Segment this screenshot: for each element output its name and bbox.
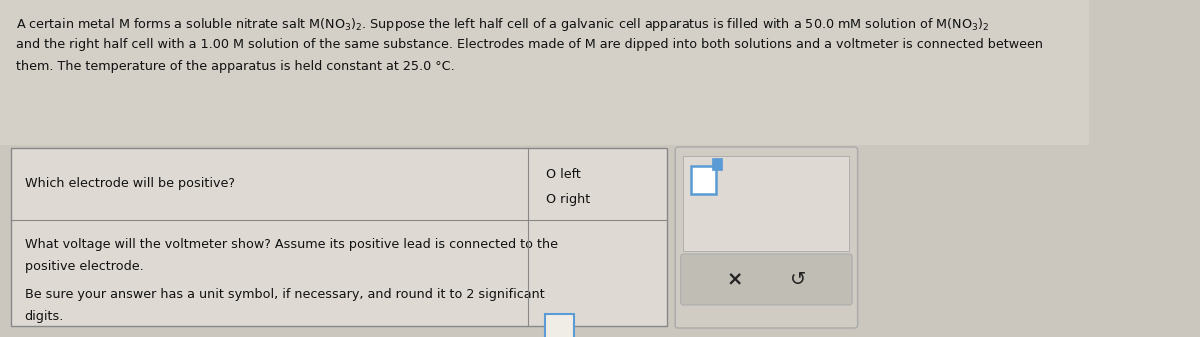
- Text: Be sure your answer has a unit symbol, if necessary, and round it to 2 significa: Be sure your answer has a unit symbol, i…: [24, 288, 545, 301]
- Text: What voltage will the voltmeter show? Assume its positive lead is connected to t: What voltage will the voltmeter show? As…: [24, 238, 558, 251]
- Text: A certain metal M forms a soluble nitrate salt M$\mathregular{(NO_3)_2}$. Suppos: A certain metal M forms a soluble nitrat…: [17, 16, 990, 33]
- Text: positive electrode.: positive electrode.: [24, 260, 143, 273]
- Bar: [0, 0, 1090, 145]
- Bar: [683, 156, 850, 251]
- Text: them. The temperature of the apparatus is held constant at 25.0 °C.: them. The temperature of the apparatus i…: [17, 60, 455, 73]
- FancyBboxPatch shape: [680, 254, 852, 305]
- Text: ×: ×: [726, 270, 743, 289]
- Text: Which electrode will be positive?: Which electrode will be positive?: [24, 178, 234, 190]
- Text: O left: O left: [546, 168, 581, 181]
- Text: digits.: digits.: [24, 310, 64, 323]
- Bar: [691, 166, 716, 194]
- Bar: [545, 314, 574, 337]
- Bar: [11, 148, 667, 326]
- Text: and the right half cell with a 1.00 M solution of the same substance. Electrodes: and the right half cell with a 1.00 M so…: [17, 38, 1043, 51]
- Bar: [712, 158, 722, 170]
- FancyBboxPatch shape: [676, 147, 858, 328]
- Text: O right: O right: [546, 193, 590, 206]
- Text: ↺: ↺: [790, 270, 806, 289]
